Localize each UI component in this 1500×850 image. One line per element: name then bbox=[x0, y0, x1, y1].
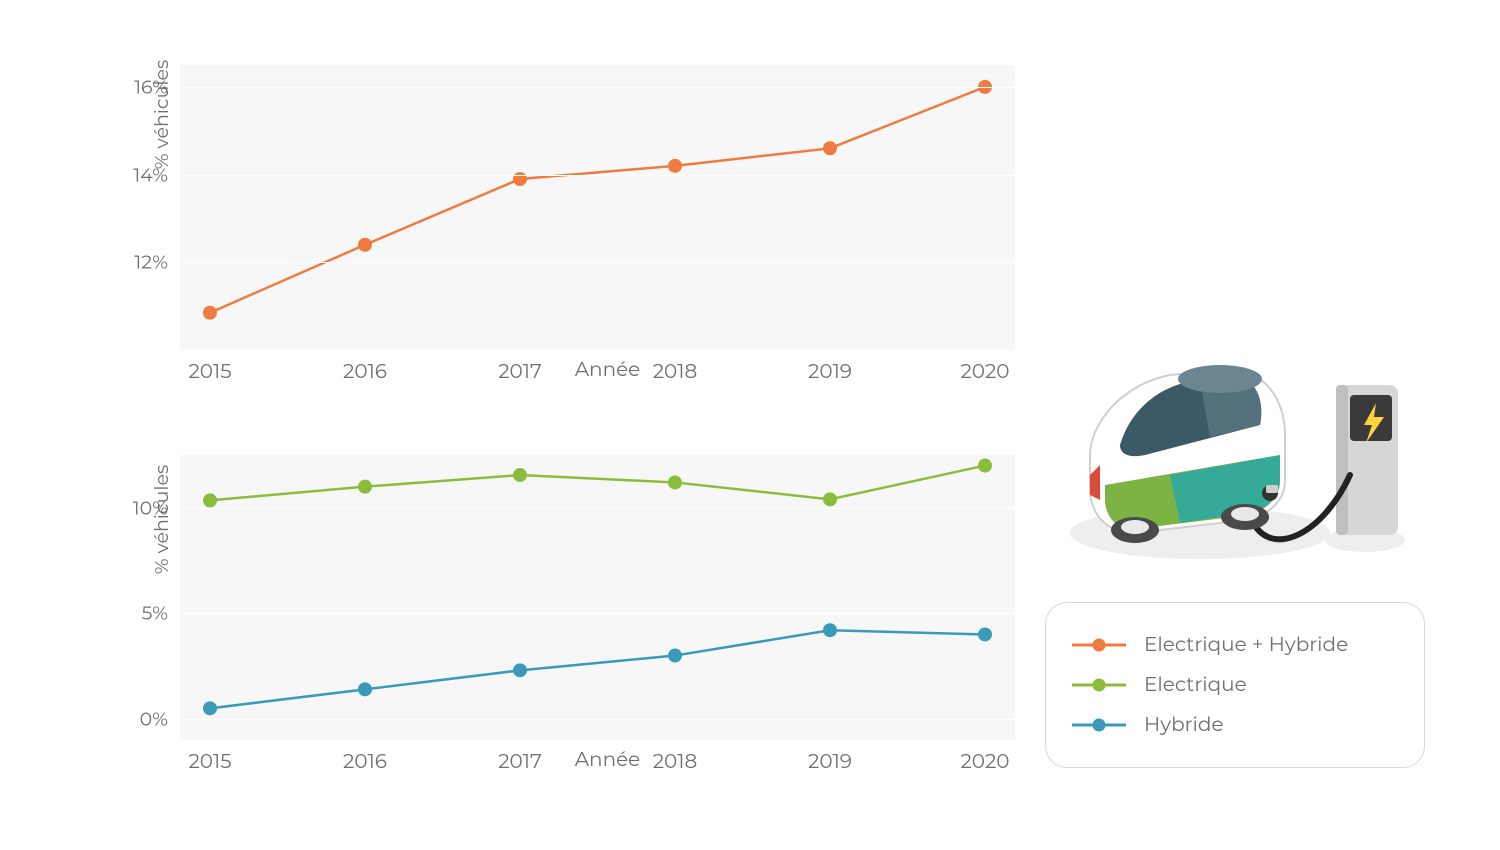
page: % véhicules 12%14%16%2015201620172018201… bbox=[0, 0, 1500, 850]
chart2-plot-area: 0%5%10%201520162017201820192020 bbox=[180, 455, 1015, 740]
chart2-svg bbox=[180, 455, 1015, 740]
legend: Electrique + Hybride Electrique Hybride bbox=[1045, 602, 1425, 768]
x-tick-label: 2018 bbox=[653, 740, 698, 774]
series-marker bbox=[823, 623, 837, 637]
legend-label: Electrique + Hybride bbox=[1144, 633, 1348, 657]
y-tick-label: 0% bbox=[140, 707, 180, 730]
legend-label: Hybride bbox=[1144, 713, 1224, 737]
series-marker bbox=[823, 492, 837, 506]
x-tick-label: 2015 bbox=[188, 740, 231, 774]
y-tick-label: 14% bbox=[133, 163, 180, 186]
y-tick-label: 12% bbox=[134, 251, 180, 274]
series-marker bbox=[358, 238, 372, 252]
x-tick-label: 2015 bbox=[188, 350, 231, 384]
series-marker bbox=[978, 627, 992, 641]
gridline bbox=[180, 87, 1015, 88]
chart1-plot-area: 12%14%16%201520162017201820192020 bbox=[180, 65, 1015, 350]
y-tick-label: 10% bbox=[133, 496, 180, 519]
x-tick-label: 2017 bbox=[498, 740, 542, 774]
chart2-x-label: Année bbox=[160, 748, 1055, 772]
legend-swatch bbox=[1072, 716, 1126, 734]
series-marker bbox=[668, 159, 682, 173]
chart1-svg bbox=[180, 65, 1015, 350]
x-tick-label: 2016 bbox=[343, 740, 387, 774]
x-tick-label: 2017 bbox=[498, 350, 542, 384]
legend-label: Electrique bbox=[1144, 673, 1247, 697]
series-line bbox=[210, 466, 985, 501]
chart-bottom: % véhicules 0%5%10%201520162017201820192… bbox=[160, 455, 1055, 772]
series-marker bbox=[513, 468, 527, 482]
legend-swatch bbox=[1072, 676, 1126, 694]
series-marker bbox=[513, 663, 527, 677]
chart1-x-label: Année bbox=[160, 358, 1055, 382]
x-tick-label: 2018 bbox=[653, 350, 698, 384]
legend-swatch bbox=[1072, 636, 1126, 654]
gridline bbox=[180, 262, 1015, 263]
series-marker bbox=[978, 459, 992, 473]
series-marker bbox=[203, 306, 217, 320]
x-tick-label: 2016 bbox=[343, 350, 387, 384]
series-marker bbox=[203, 701, 217, 715]
ev-illustration bbox=[1050, 315, 1420, 575]
legend-item: Electrique + Hybride bbox=[1072, 625, 1398, 665]
x-tick-label: 2019 bbox=[808, 350, 852, 384]
chart2-y-label: % véhicules bbox=[150, 465, 173, 575]
x-tick-label: 2020 bbox=[960, 350, 1009, 384]
y-tick-label: 16% bbox=[134, 75, 180, 98]
gridline bbox=[180, 613, 1015, 614]
series-marker bbox=[668, 649, 682, 663]
y-tick-label: 5% bbox=[142, 602, 180, 625]
chart-top: % véhicules 12%14%16%2015201620172018201… bbox=[160, 65, 1055, 382]
series-marker bbox=[358, 682, 372, 696]
gridline bbox=[180, 175, 1015, 176]
gridline bbox=[180, 508, 1015, 509]
series-marker bbox=[358, 480, 372, 494]
legend-item: Electrique bbox=[1072, 665, 1398, 705]
series-line bbox=[210, 630, 985, 708]
electric-car-charging-icon bbox=[1050, 315, 1420, 575]
x-tick-label: 2019 bbox=[808, 740, 852, 774]
gridline bbox=[180, 719, 1015, 720]
series-marker bbox=[668, 475, 682, 489]
series-line bbox=[210, 87, 985, 313]
legend-item: Hybride bbox=[1072, 705, 1398, 745]
series-marker bbox=[823, 141, 837, 155]
x-tick-label: 2020 bbox=[960, 740, 1009, 774]
series-marker bbox=[203, 493, 217, 507]
